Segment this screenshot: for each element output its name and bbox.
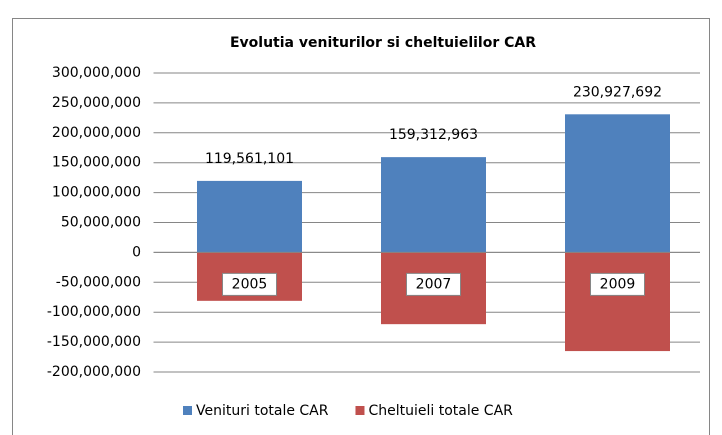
y-tick-label: 100,000,000 — [52, 185, 141, 201]
y-tick-label: 200,000,000 — [52, 125, 141, 141]
bar — [197, 180, 302, 253]
category-label-box — [406, 272, 461, 296]
y-tick-label: -100,000,000 — [47, 304, 141, 320]
y-tick-label: -50,000,000 — [56, 274, 141, 290]
legend-swatch — [183, 406, 192, 415]
category-label-box — [590, 272, 645, 296]
x-tick-label: 2005 — [232, 276, 268, 292]
data-label: 230,927,692 — [573, 84, 662, 100]
y-tick-label: 50,000,000 — [61, 215, 141, 231]
y-tick-label: -150,000,000 — [47, 334, 141, 350]
y-tick-label: 250,000,000 — [52, 95, 141, 111]
category-label-box — [222, 272, 277, 296]
bar — [565, 114, 670, 253]
y-tick-label: 150,000,000 — [52, 155, 141, 171]
y-tick-label: 0 — [132, 244, 141, 260]
bar — [381, 157, 486, 253]
data-label: 119,561,101 — [205, 151, 294, 167]
data-label: 159,312,963 — [389, 127, 478, 143]
x-tick-label: 2007 — [416, 276, 452, 292]
x-tick-label: 2009 — [600, 276, 636, 292]
y-tick-label: -200,000,000 — [47, 364, 141, 380]
y-tick-label: 300,000,000 — [52, 65, 141, 81]
chart-title: Evolutia veniturilor si cheltuielilor CA… — [230, 35, 536, 51]
bar — [565, 252, 670, 352]
legend-label: Cheltuieli totale CAR — [368, 403, 513, 419]
legend-swatch — [355, 406, 365, 415]
legend-label: Venituri totale CAR — [196, 403, 329, 419]
